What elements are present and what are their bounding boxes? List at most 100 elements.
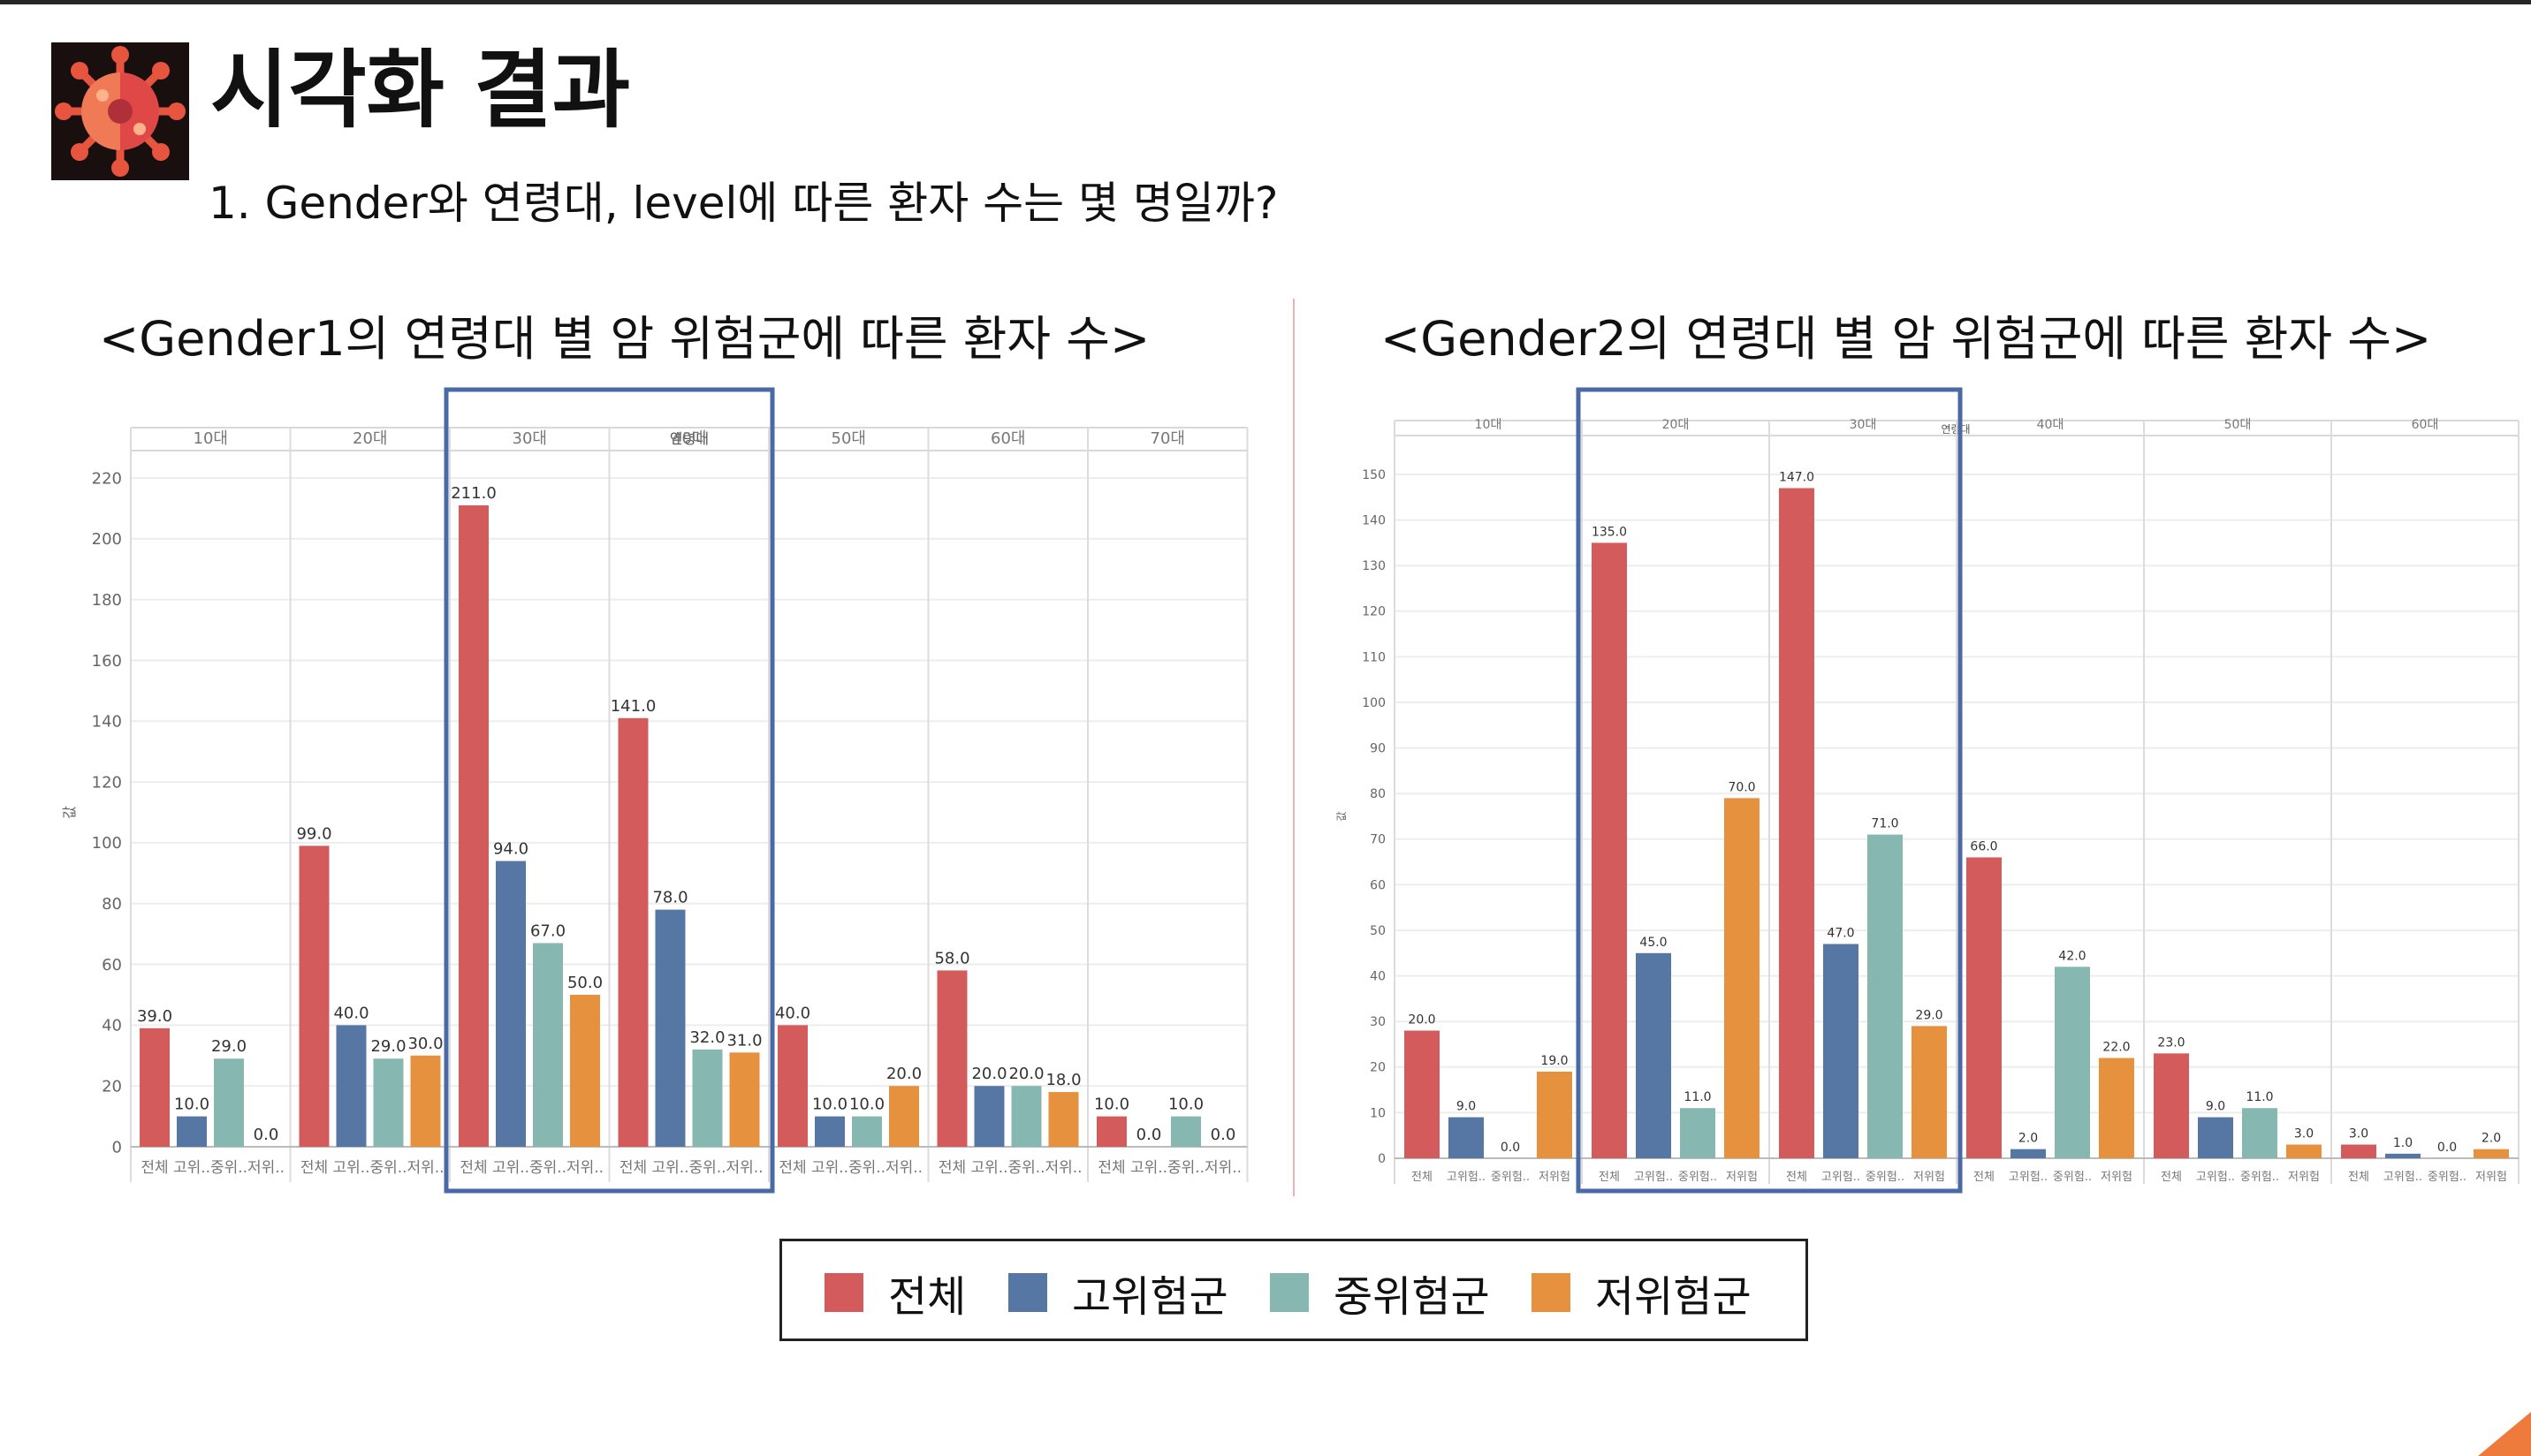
bar [2198,1117,2233,1158]
chart-title-gender1: <Gender1의 연령대 별 암 위험군에 따른 환자 수> [99,311,1151,367]
y-axis-title: 값 [61,806,78,819]
y-tick-label: 80 [1370,787,1386,801]
bar-category-label: 고위험.. [1447,1171,1486,1184]
legend-swatch-low-risk [1532,1273,1570,1312]
legend-item-high-risk: 고위험군 [1008,1271,1228,1322]
bar [496,861,526,1147]
bar [2010,1149,2046,1158]
y-tick-label: 50 [1370,924,1386,938]
data-label: 20.0 [886,1065,922,1083]
legend-swatch-mid-risk [1270,1273,1309,1312]
bar-category-label: 전체 [141,1159,168,1177]
data-label: 23.0 [2157,1035,2185,1050]
y-tick-label: 40 [1370,970,1386,984]
data-label: 32.0 [689,1028,725,1047]
bar-category-label: 중위험.. [2240,1171,2279,1184]
group-label: 30대 [1850,418,1877,432]
data-label: 31.0 [726,1031,762,1050]
bar [815,1116,845,1147]
bar [889,1086,919,1147]
bar [729,1052,760,1147]
legend-swatch-total [825,1273,863,1312]
bar [373,1058,404,1147]
data-label: 147.0 [1779,470,1814,484]
bar [852,1116,882,1147]
data-label: 45.0 [1639,936,1667,950]
data-label: 3.0 [2349,1127,2368,1141]
legend-label-high-risk: 고위험군 [1072,1272,1228,1322]
y-tick-label: 60 [1370,878,1386,892]
data-label: 94.0 [493,840,528,859]
bar-category-label: 중위험.. [1678,1171,1717,1184]
data-label: 18.0 [1045,1071,1081,1089]
corner-decoration [2478,1412,2531,1456]
y-tick-label: 0 [1378,1152,1386,1166]
bar-category-label: 중위.. [688,1159,726,1177]
data-label: 10.0 [1094,1096,1129,1114]
bar-category-label: 고위험.. [2196,1171,2235,1184]
data-label: 19.0 [1540,1054,1568,1068]
group-label: 10대 [194,429,228,448]
group-label: 70대 [1151,429,1185,448]
legend-label-total: 전체 [888,1272,967,1322]
bar [570,994,600,1147]
y-tick-label: 100 [92,834,122,853]
data-label: 71.0 [1871,817,1898,831]
bar [2242,1108,2277,1158]
bar-category-label: 고위험.. [2383,1171,2422,1184]
y-tick-label: 140 [1362,514,1386,528]
bar-category-label: 고위험.. [1821,1171,1860,1184]
bar [655,909,686,1147]
bar-category-label: 저위험 [1726,1171,1758,1184]
y-axis-title: 값 [1335,811,1348,821]
bar-category-label: 저위.. [885,1159,923,1177]
bar-category-label: 저위험 [1913,1171,1945,1184]
slide-subtitle: 1. Gender와 연령대, level에 따른 환자 수는 몇 명일까? [209,178,1279,229]
group-label: 20대 [353,429,387,448]
bar [778,1025,808,1147]
bar [1011,1086,1042,1147]
data-label: 20.0 [971,1065,1007,1083]
bar-category-label: 고위.. [173,1159,210,1177]
y-tick-label: 120 [1362,605,1386,619]
bar-category-label: 고위험.. [1634,1171,1673,1184]
slide-title: 시각화 결과 [210,41,631,140]
bar [214,1058,244,1147]
bar [1867,834,1903,1158]
data-label: 2.0 [2018,1132,2038,1146]
bar [937,970,968,1147]
chart-title-gender2: <Gender2의 연령대 별 암 위험군에 따른 환자 수> [1380,311,2432,367]
bar-category-label: 저위.. [566,1159,604,1177]
y-tick-label: 130 [1362,559,1386,573]
bar-category-label: 전체 [619,1159,647,1177]
bar-category-label: 전체 [1786,1171,1807,1184]
group-label: 10대 [1475,418,1502,432]
bar-category-label: 고위.. [651,1159,688,1177]
y-tick-label: 60 [102,956,122,974]
bar-category-label: 중위.. [1007,1159,1045,1177]
data-label: 9.0 [1456,1100,1476,1114]
bar-category-label: 고위.. [492,1159,529,1177]
data-label: 42.0 [2058,949,2086,963]
bar [1912,1026,1947,1158]
y-tick-label: 80 [102,895,122,914]
legend-label-low-risk: 저위험군 [1595,1272,1752,1322]
bar [299,846,330,1147]
bar [2385,1153,2421,1158]
bar-category-label: 중위.. [848,1159,885,1177]
bar [618,717,649,1147]
bar [1097,1116,1127,1147]
bar-category-label: 저위.. [726,1159,763,1177]
y-tick-label: 180 [92,591,122,610]
data-label: 211.0 [451,484,497,503]
bar-category-label: 저위.. [1205,1159,1242,1177]
data-label: 0.0 [1211,1126,1236,1144]
data-label: 40.0 [333,1004,369,1022]
bar-category-label: 저위험 [2288,1171,2320,1184]
y-tick-label: 0 [112,1138,122,1156]
data-label: 11.0 [2246,1090,2273,1104]
bar [1171,1116,1201,1147]
virus-icon [51,42,189,180]
top-border-line [0,0,2531,4]
group-label: 60대 [991,429,1025,448]
